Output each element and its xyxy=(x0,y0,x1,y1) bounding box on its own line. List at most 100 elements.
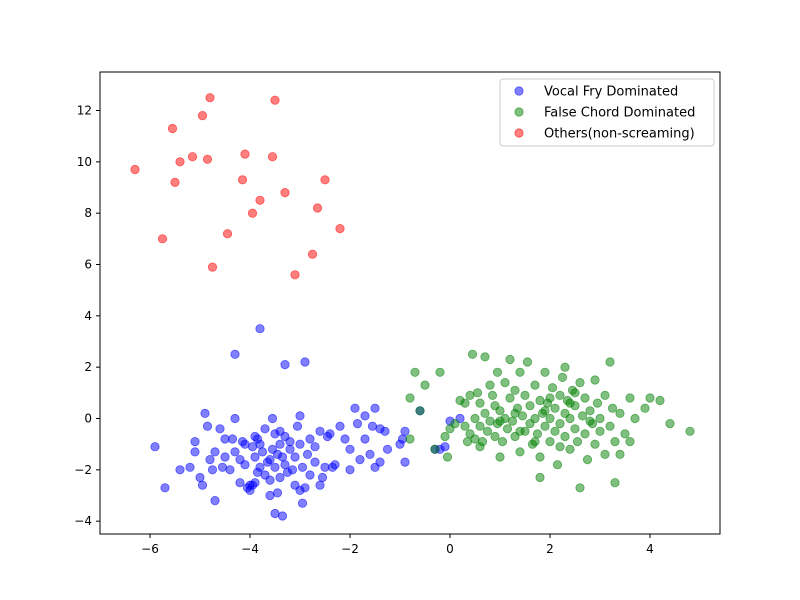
series-2 xyxy=(130,93,345,280)
data-point xyxy=(530,380,540,390)
data-point xyxy=(570,388,580,398)
data-point xyxy=(285,436,295,447)
data-point xyxy=(655,395,665,406)
data-point xyxy=(297,498,308,508)
points-layer xyxy=(130,93,695,521)
x-tick-label: 4 xyxy=(646,542,654,556)
data-point xyxy=(480,352,490,362)
data-point xyxy=(685,426,695,436)
series-1 xyxy=(405,349,695,493)
data-point xyxy=(475,398,485,408)
data-point xyxy=(497,436,508,447)
data-point xyxy=(540,367,550,377)
data-point xyxy=(335,224,345,234)
data-point xyxy=(310,457,320,467)
data-point xyxy=(595,426,605,436)
data-point xyxy=(535,472,545,483)
data-point xyxy=(275,472,285,483)
data-point xyxy=(225,465,235,475)
data-point xyxy=(210,447,220,457)
data-point xyxy=(350,403,360,413)
data-point xyxy=(285,444,295,454)
data-point xyxy=(515,426,525,436)
data-point xyxy=(130,164,140,175)
y-tick-label: 2 xyxy=(84,360,92,374)
data-point xyxy=(300,357,310,367)
data-point xyxy=(530,413,540,424)
data-point xyxy=(210,495,220,506)
data-point xyxy=(600,449,610,459)
axes-frame xyxy=(99,71,721,535)
data-point xyxy=(565,413,575,424)
data-point xyxy=(255,439,265,449)
data-point xyxy=(220,452,230,462)
data-point xyxy=(195,472,205,483)
legend: Vocal Fry Dominated False Chord Dominated… xyxy=(499,78,715,147)
data-point xyxy=(540,421,550,431)
data-point xyxy=(312,203,323,213)
data-point xyxy=(215,424,225,434)
y-tick-label: 12 xyxy=(77,104,92,118)
data-point xyxy=(510,408,520,418)
data-point xyxy=(592,398,603,408)
data-point xyxy=(530,436,540,447)
data-point xyxy=(595,413,605,424)
data-point xyxy=(207,465,218,475)
legend-box xyxy=(499,78,715,147)
data-point xyxy=(237,175,248,185)
data-point xyxy=(270,95,280,105)
data-point xyxy=(190,447,200,457)
y-axis: −4 −2 0 2 4 6 8 10 12 xyxy=(74,104,100,528)
y-tick-label: 6 xyxy=(84,258,92,272)
data-point xyxy=(467,349,478,359)
data-point xyxy=(560,431,570,442)
data-point xyxy=(582,454,593,465)
data-point xyxy=(410,367,420,377)
data-point xyxy=(305,470,315,480)
data-point xyxy=(310,442,320,452)
data-point xyxy=(280,359,290,370)
data-point xyxy=(525,401,535,411)
data-point xyxy=(230,349,240,359)
data-point xyxy=(380,426,390,436)
data-point xyxy=(485,380,495,390)
data-point xyxy=(420,380,430,390)
data-point xyxy=(277,452,288,462)
data-point xyxy=(335,421,345,431)
data-point xyxy=(375,457,385,467)
data-point xyxy=(325,429,335,439)
data-point xyxy=(202,421,213,431)
data-point xyxy=(360,411,370,421)
data-point xyxy=(235,478,245,488)
data-point xyxy=(552,460,563,470)
data-point xyxy=(560,362,570,372)
data-point xyxy=(287,465,298,475)
data-point xyxy=(475,421,485,431)
data-point xyxy=(280,188,290,198)
data-point xyxy=(440,431,450,442)
data-point xyxy=(665,418,675,429)
data-point xyxy=(150,442,160,452)
data-point xyxy=(580,429,590,439)
series-0 xyxy=(150,324,465,521)
data-point xyxy=(295,411,305,421)
data-point xyxy=(575,377,585,388)
data-point xyxy=(297,462,308,472)
data-point xyxy=(510,385,520,395)
data-point xyxy=(405,393,415,403)
data-point xyxy=(160,483,170,493)
data-point xyxy=(320,175,330,185)
legend-marker xyxy=(514,86,524,96)
data-point xyxy=(240,149,250,159)
data-point xyxy=(352,418,363,429)
data-point xyxy=(370,403,380,413)
data-point xyxy=(507,416,518,426)
data-point xyxy=(317,472,328,483)
data-point xyxy=(167,123,178,134)
data-point xyxy=(615,449,625,459)
data-point xyxy=(400,426,410,436)
data-point xyxy=(615,408,625,418)
data-point xyxy=(540,406,550,416)
data-point xyxy=(355,454,365,465)
